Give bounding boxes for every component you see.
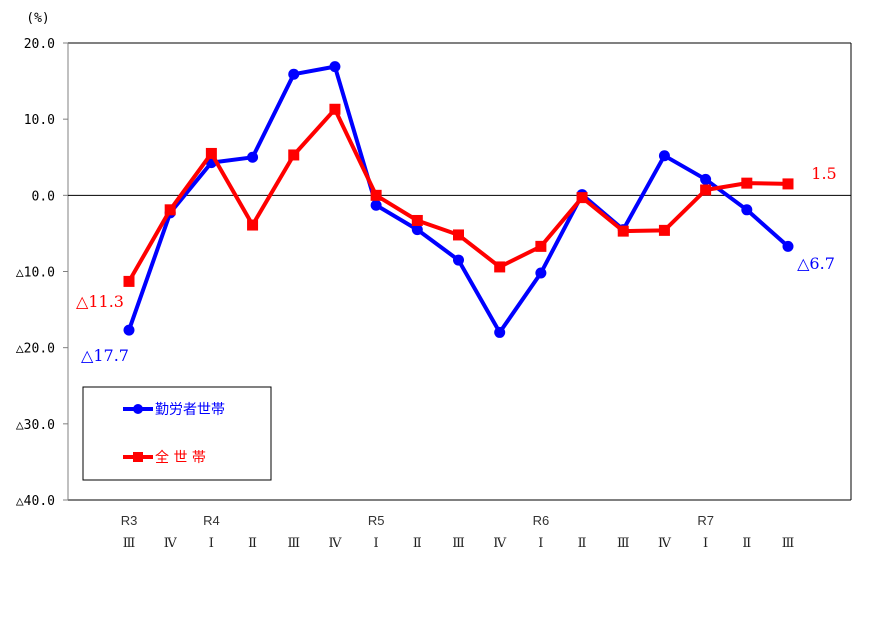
x-tick-label-quarter: Ⅱ bbox=[578, 536, 587, 551]
data-point-square bbox=[123, 275, 135, 287]
data-point-square bbox=[205, 147, 217, 159]
x-tick-label-quarter: Ⅰ bbox=[209, 536, 214, 551]
legend-circle-icon bbox=[133, 404, 143, 414]
x-tick-label-year: R4 bbox=[203, 513, 220, 528]
data-point-circle bbox=[494, 326, 506, 338]
y-axis-unit: (%) bbox=[26, 11, 49, 26]
series-workers-households bbox=[123, 61, 794, 338]
y-tick-label: △20.0 bbox=[16, 342, 55, 357]
data-point-square bbox=[288, 149, 300, 161]
data-point-circle bbox=[370, 199, 382, 211]
axes: (%) 20.0 10.0 0.0 △10.0 △20.0 △30.0 △40.0 Ⅲ Ⅳ Ⅰ Ⅱ Ⅲ Ⅳ… bbox=[16, 11, 852, 551]
data-point-circle bbox=[741, 204, 753, 216]
data-point-circle bbox=[411, 224, 423, 236]
data-point-square bbox=[576, 192, 588, 204]
annotations: △11.3 △17.7 1.5 △6.7 bbox=[76, 164, 837, 365]
data-point-square bbox=[370, 189, 382, 201]
data-point-square bbox=[741, 177, 753, 189]
legend-entry: 勤労者世帯 bbox=[123, 402, 225, 418]
y-tick-label: 10.0 bbox=[24, 113, 55, 128]
x-tick-label-quarter: Ⅲ bbox=[617, 536, 630, 551]
y-tick-label: △40.0 bbox=[16, 494, 55, 509]
data-point-square bbox=[494, 261, 506, 273]
value-annotation: △11.3 bbox=[76, 292, 124, 311]
legend-label: 勤労者世帯 bbox=[155, 402, 225, 418]
x-tick-label-quarter: Ⅳ bbox=[658, 536, 672, 551]
legend-entry: 全 世 帯 bbox=[123, 449, 206, 466]
value-annotation: 1.5 bbox=[811, 164, 836, 183]
legend-square-icon bbox=[133, 452, 143, 462]
data-point-square bbox=[700, 184, 712, 196]
data-point-circle bbox=[535, 267, 547, 279]
data-point-square bbox=[164, 204, 176, 216]
series-line bbox=[127, 64, 790, 335]
legend-box bbox=[82, 386, 272, 481]
x-tick-label-quarter: Ⅲ bbox=[452, 536, 465, 551]
data-point-circle bbox=[700, 173, 712, 185]
value-annotation: △17.7 bbox=[81, 346, 129, 365]
legend-label: 全 世 帯 bbox=[155, 449, 206, 466]
x-tick-label-quarter: Ⅳ bbox=[328, 536, 342, 551]
x-tick-label-year: R5 bbox=[368, 513, 385, 528]
data-point-circle bbox=[658, 150, 670, 162]
x-tick-label-quarter: Ⅲ bbox=[123, 536, 136, 551]
x-tick-label-quarter: Ⅰ bbox=[374, 536, 379, 551]
x-tick-label-year: R7 bbox=[697, 513, 714, 528]
data-point-square bbox=[535, 240, 547, 252]
y-tick-label: 0.0 bbox=[32, 189, 55, 204]
data-point-square bbox=[453, 229, 464, 241]
x-tick-label-quarter: Ⅲ bbox=[782, 536, 795, 551]
x-tick-label-quarter: Ⅳ bbox=[493, 536, 507, 551]
data-point-square bbox=[411, 214, 423, 226]
x-tick-label-quarter: Ⅱ bbox=[742, 536, 751, 551]
data-point-circle bbox=[329, 61, 341, 73]
series-all-households bbox=[123, 103, 794, 287]
data-point-square bbox=[658, 224, 670, 236]
x-tick-label-quarter: Ⅲ bbox=[287, 536, 300, 551]
x-tick-label-quarter: Ⅱ bbox=[248, 536, 257, 551]
data-point-square bbox=[329, 103, 341, 115]
x-tick-label-year: R3 bbox=[121, 513, 138, 528]
data-point-circle bbox=[453, 254, 464, 266]
y-tick-label: △10.0 bbox=[16, 266, 55, 281]
x-tick-label-quarter: Ⅳ bbox=[164, 536, 178, 551]
series-group bbox=[123, 61, 794, 338]
x-tick-label-year: R6 bbox=[533, 513, 550, 528]
y-tick-label: 20.0 bbox=[24, 37, 55, 52]
data-point-square bbox=[617, 225, 629, 237]
data-point-circle bbox=[247, 151, 259, 163]
data-point-circle bbox=[288, 68, 300, 80]
data-point-square bbox=[782, 178, 794, 190]
x-tick-label-quarter: Ⅱ bbox=[413, 536, 422, 551]
y-tick-label: △30.0 bbox=[16, 418, 55, 433]
x-tick-label-quarter: Ⅰ bbox=[703, 536, 708, 551]
data-point-circle bbox=[123, 324, 135, 336]
value-annotation: △6.7 bbox=[797, 254, 835, 273]
data-point-circle bbox=[782, 240, 794, 252]
x-tick-label-quarter: Ⅰ bbox=[538, 536, 543, 551]
data-point-square bbox=[247, 219, 259, 231]
